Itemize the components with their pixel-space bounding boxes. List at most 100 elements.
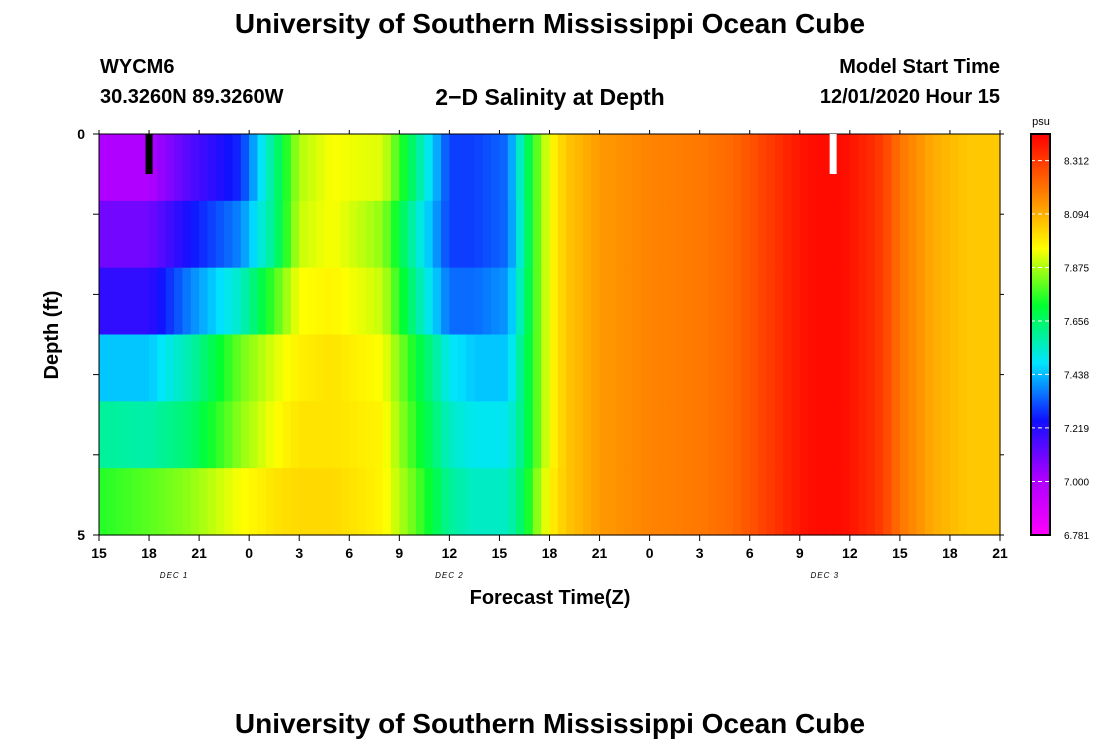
heatmap-cell xyxy=(482,267,492,336)
heatmap-cell xyxy=(841,401,851,469)
heatmap-cell xyxy=(140,334,150,402)
heatmap-cell xyxy=(616,134,626,202)
heatmap-cell xyxy=(132,401,142,469)
heatmap-cell xyxy=(332,468,342,536)
heatmap-cell xyxy=(724,267,734,336)
heatmap-cell xyxy=(816,134,826,202)
heatmap-cell xyxy=(749,134,759,202)
heatmap-cell xyxy=(107,468,117,536)
heatmap-cell xyxy=(324,200,334,269)
heatmap-cell xyxy=(524,468,534,536)
heatmap-cell xyxy=(349,267,359,336)
heatmap-cell xyxy=(666,334,676,402)
colorbar-frame xyxy=(1030,133,1051,536)
heatmap-cell xyxy=(416,134,425,202)
heatmap-cell xyxy=(199,468,209,536)
heatmap-cell xyxy=(307,401,317,469)
heatmap-cell xyxy=(908,200,918,269)
heatmap-cell xyxy=(958,401,968,469)
heatmap-cell xyxy=(365,200,375,269)
heatmap-cell xyxy=(824,334,834,402)
heatmap-cell xyxy=(866,334,876,402)
heatmap-cell xyxy=(791,468,801,536)
heatmap-cell xyxy=(99,267,108,336)
heatmap-cell xyxy=(632,401,642,469)
colorbar-tick-label: 7.219 xyxy=(1064,424,1089,435)
heatmap-cell xyxy=(657,468,667,536)
heatmap-cell xyxy=(974,334,984,402)
heatmap-cell xyxy=(190,200,200,269)
heatmap-cell xyxy=(215,200,225,269)
heatmap-cell xyxy=(682,200,692,269)
heatmap-cell xyxy=(774,401,784,469)
heatmap-cell xyxy=(641,401,651,469)
heatmap-cell xyxy=(666,468,676,536)
heatmap-cell xyxy=(691,334,701,402)
heatmap-cell xyxy=(649,334,659,402)
heatmap-cell xyxy=(549,134,559,202)
heatmap-cell xyxy=(758,401,767,469)
heatmap-cell xyxy=(716,134,726,202)
heatmap-cell xyxy=(908,334,918,402)
heatmap-cell xyxy=(624,134,634,202)
heatmap-cell xyxy=(449,334,459,402)
heatmap-cell xyxy=(265,200,275,269)
heatmap-cell xyxy=(257,134,267,202)
heatmap-cell xyxy=(858,401,868,469)
heatmap-cell xyxy=(582,334,592,402)
heatmap-cell xyxy=(240,267,250,336)
heatmap-cell xyxy=(265,267,275,336)
heatmap-cell xyxy=(949,401,959,469)
heatmap-cell xyxy=(833,267,843,336)
heatmap-cell xyxy=(841,134,851,202)
heatmap-cell xyxy=(157,468,167,536)
heatmap-cell xyxy=(933,267,943,336)
heatmap-cell xyxy=(282,334,292,402)
heatmap-cell xyxy=(849,267,859,336)
heatmap-cell xyxy=(407,468,417,536)
heatmap-cell xyxy=(424,267,434,336)
heatmap-cell xyxy=(916,401,926,469)
heatmap-cell xyxy=(557,334,567,402)
heatmap-cell xyxy=(791,334,801,402)
heatmap-cell xyxy=(249,468,259,536)
heatmap-cell xyxy=(240,334,250,402)
heatmap-cell xyxy=(115,267,125,336)
heatmap-cell xyxy=(541,468,551,536)
heatmap-cell xyxy=(607,134,617,202)
heatmap-cell xyxy=(841,200,851,269)
heatmap-cell xyxy=(457,200,467,269)
heatmap-cell xyxy=(299,334,309,402)
heatmap-cell xyxy=(399,468,409,536)
heatmap-cell xyxy=(766,401,776,469)
heatmap-cell xyxy=(307,200,317,269)
heatmap-cell xyxy=(908,134,918,202)
y-tick-label: 5 xyxy=(77,527,85,543)
heatmap-cell xyxy=(733,134,742,202)
x-axis-label: Forecast Time(Z) xyxy=(470,587,631,609)
heatmap-cell xyxy=(349,134,359,202)
heatmap-cell xyxy=(307,334,317,402)
heatmap-cell xyxy=(699,401,709,469)
heatmap-cell xyxy=(482,401,492,469)
heatmap-cell xyxy=(365,468,375,536)
heatmap-cell xyxy=(974,134,984,202)
heatmap-cell xyxy=(591,401,601,469)
heatmap-cell xyxy=(891,468,901,536)
heatmap-cell xyxy=(207,468,217,536)
heatmap-cell xyxy=(874,200,884,269)
heatmap-cell xyxy=(899,267,909,336)
heatmap-cell xyxy=(824,200,834,269)
heatmap-cell xyxy=(265,468,275,536)
heatmap-cell xyxy=(532,334,542,402)
heatmap-cell xyxy=(165,267,175,336)
heatmap-cell xyxy=(899,468,909,536)
heatmap-cell xyxy=(140,468,150,536)
heatmap-cell xyxy=(315,267,325,336)
heatmap-cell xyxy=(399,401,409,469)
heatmap-cell xyxy=(924,200,934,269)
x-tick-label: 12 xyxy=(442,545,458,561)
heatmap-cell xyxy=(641,134,651,202)
heatmap-cell xyxy=(574,134,584,202)
heatmap-cell xyxy=(949,334,959,402)
